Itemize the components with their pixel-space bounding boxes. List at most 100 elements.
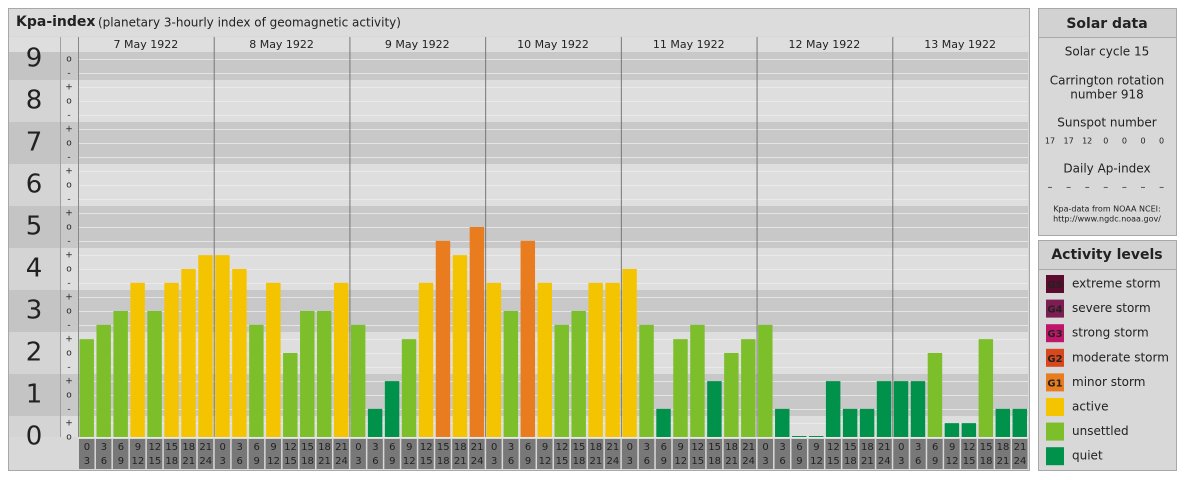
hour-label: 9 [813,442,819,453]
bar [622,269,637,437]
hour-label: 0 [220,442,226,453]
ap-value: – [1122,182,1127,193]
hour-label: 12 [556,442,569,453]
hour-label: 21 [471,442,484,453]
y-minor-label: o [66,55,72,65]
hour-cell [672,439,689,469]
y-tick-label: 8 [26,86,43,116]
y-minor-label: o [66,97,72,107]
bar [1012,408,1027,437]
bar [198,255,213,437]
hour-label: 15 [556,456,569,467]
hour-label: 18 [182,442,195,453]
hour-label: 12 [148,442,161,453]
hour-label: 3 [779,442,785,453]
hour-cell [893,439,909,469]
hour-label: 3 [372,442,378,453]
hour-label: 18 [980,456,993,467]
bar [724,353,739,437]
bar [673,339,688,437]
hour-label: 9 [525,456,531,467]
y-tick-label: 6 [26,170,43,200]
hour-label: 21 [725,456,738,467]
hour-cell [401,439,417,469]
solar-cycle: Solar cycle 15 [1065,45,1150,59]
chart-subtitle: (planetary 3-hourly index of geomagnetic… [98,16,401,30]
hour-cell [367,439,383,469]
y-minor-label: + [65,125,73,135]
y-minor-label: + [65,419,73,429]
hour-label: 18 [844,456,857,467]
bar [656,408,671,437]
hour-label: 6 [101,456,107,467]
bar [707,381,722,437]
hour-cell [129,439,146,469]
hour-cell [520,439,536,469]
ap-value: – [1066,182,1071,193]
bar [130,282,145,437]
ap-value: – [1141,182,1146,193]
y-minor-label: + [65,209,73,219]
hour-label: 15 [148,456,161,467]
hour-label: 24 [742,456,755,467]
hour-cell [537,439,553,469]
date-label: 8 May 1922 [249,38,314,51]
hour-label: 0 [491,442,497,453]
legend-label: severe storm [1072,301,1151,315]
bar [910,381,926,437]
sunspot-value: 12 [1082,137,1092,146]
bar [741,339,756,437]
hour-label: 18 [454,442,467,453]
hour-cell [910,439,926,469]
hour-cell [316,439,332,469]
hour-label: 12 [810,456,823,467]
hour-label: 21 [182,456,195,467]
bar [418,282,434,437]
hour-label: 21 [607,442,620,453]
bar [79,339,94,437]
y-minor-label: - [67,152,70,162]
hour-label: 15 [708,442,721,453]
y-minor-label: - [67,320,70,330]
bar [554,324,569,437]
bar [792,436,807,437]
hour-label: 21 [1014,442,1027,453]
y-minor-label: - [67,194,70,204]
hour-label: 18 [590,442,603,453]
ap-value: – [1159,182,1164,193]
bar [503,311,519,437]
y-minor-label: o [66,181,72,191]
hour-label: 12 [267,456,280,467]
hour-label: 18 [708,456,721,467]
bar [639,324,654,437]
hour-label: 9 [949,442,955,453]
hour-label: 6 [118,442,124,453]
bar [520,240,536,437]
sunspot-value: 17 [1064,137,1074,146]
bar [690,324,705,437]
hour-label: 3 [101,442,107,453]
hour-label: 21 [861,456,874,467]
band [60,52,1028,80]
y-tick-label: 4 [26,254,43,284]
levels-title: Activity levels [1051,247,1162,263]
y-tick-label: 2 [26,338,43,368]
hour-label: 6 [253,442,259,453]
hour-label: 21 [318,456,331,467]
sunspot-value: 17 [1045,137,1055,146]
bar [775,408,790,437]
legend-swatch [1046,447,1064,466]
solar-values: 17 17 12 0 0 0 0 – – – – – – – [1045,137,1164,194]
hour-cell [621,439,638,469]
y-tick-label: 9 [26,44,43,74]
bar [537,282,552,437]
hour-label: 6 [779,456,785,467]
y-minor-label: - [67,236,70,246]
hour-label: 6 [372,456,378,467]
hour-label: 9 [118,456,124,467]
legend-swatch [1046,324,1064,343]
hour-label: 3 [644,442,650,453]
y-minor-label: + [65,167,73,177]
bar [164,282,179,437]
date-label: 12 May 1922 [789,38,861,51]
